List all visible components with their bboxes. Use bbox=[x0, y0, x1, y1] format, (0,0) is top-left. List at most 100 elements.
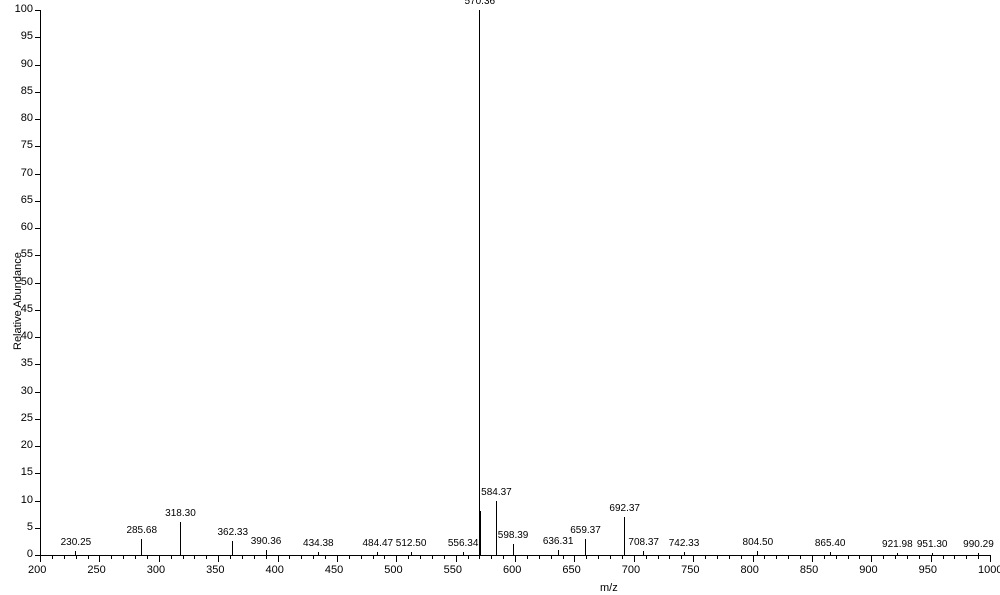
y-tick bbox=[35, 446, 40, 447]
mass-spectrum-chart: Relative Abundance m/z 05101520253035404… bbox=[0, 0, 1000, 595]
x-tick-major bbox=[871, 555, 872, 562]
plot-area bbox=[40, 10, 990, 555]
spectrum-peak bbox=[897, 553, 898, 555]
x-tick-minor bbox=[646, 555, 647, 559]
x-tick-minor bbox=[824, 555, 825, 559]
x-tick-minor bbox=[919, 555, 920, 559]
x-tick-label: 450 bbox=[325, 564, 343, 576]
y-tick bbox=[35, 392, 40, 393]
y-tick-label: 40 bbox=[21, 330, 33, 342]
peak-label: 512.50 bbox=[396, 538, 427, 549]
spectrum-peak bbox=[411, 552, 412, 555]
x-tick-label: 600 bbox=[503, 564, 521, 576]
peak-label: 951.30 bbox=[917, 539, 948, 550]
y-tick-label: 70 bbox=[21, 167, 33, 179]
x-tick-major bbox=[574, 555, 575, 562]
y-tick bbox=[35, 37, 40, 38]
peak-label: 434.38 bbox=[303, 538, 334, 549]
peak-label: 584.37 bbox=[481, 487, 512, 498]
peak-label: 390.36 bbox=[251, 536, 282, 547]
spectrum-peak bbox=[684, 552, 685, 555]
peak-label: 285.68 bbox=[126, 525, 157, 536]
x-tick-minor bbox=[598, 555, 599, 559]
peak-label: 708.37 bbox=[628, 537, 659, 548]
x-tick-minor bbox=[64, 555, 65, 559]
x-tick-label: 750 bbox=[681, 564, 699, 576]
x-tick-minor bbox=[563, 555, 564, 559]
x-tick-major bbox=[278, 555, 279, 562]
x-tick-minor bbox=[206, 555, 207, 559]
x-tick-minor bbox=[729, 555, 730, 559]
spectrum-peak bbox=[480, 511, 481, 555]
x-tick-major bbox=[40, 555, 41, 562]
x-tick-minor bbox=[242, 555, 243, 559]
x-tick-minor bbox=[705, 555, 706, 559]
x-tick-minor bbox=[123, 555, 124, 559]
x-tick-major bbox=[515, 555, 516, 562]
x-tick-major bbox=[812, 555, 813, 562]
x-tick-label: 250 bbox=[87, 564, 105, 576]
x-tick-minor bbox=[907, 555, 908, 559]
x-tick-minor bbox=[551, 555, 552, 559]
y-tick-label: 80 bbox=[21, 112, 33, 124]
x-tick-minor bbox=[954, 555, 955, 559]
x-tick-minor bbox=[183, 555, 184, 559]
x-tick-label: 350 bbox=[206, 564, 224, 576]
y-tick-label: 5 bbox=[27, 521, 33, 533]
x-tick-minor bbox=[361, 555, 362, 559]
x-tick-minor bbox=[254, 555, 255, 559]
x-tick-minor bbox=[859, 555, 860, 559]
y-tick-label: 75 bbox=[21, 139, 33, 151]
peak-label: 598.39 bbox=[498, 530, 529, 541]
spectrum-peak bbox=[585, 539, 586, 555]
x-tick-label: 950 bbox=[919, 564, 937, 576]
spectrum-peak bbox=[318, 552, 319, 555]
peak-label: 990.29 bbox=[963, 539, 994, 550]
x-tick-major bbox=[634, 555, 635, 562]
x-tick-minor bbox=[289, 555, 290, 559]
x-tick-minor bbox=[610, 555, 611, 559]
x-tick-label: 500 bbox=[384, 564, 402, 576]
x-tick-minor bbox=[444, 555, 445, 559]
x-tick-minor bbox=[479, 555, 480, 559]
spectrum-peak bbox=[377, 552, 378, 555]
x-tick-minor bbox=[171, 555, 172, 559]
y-tick bbox=[35, 174, 40, 175]
y-tick-label: 10 bbox=[21, 494, 33, 506]
spectrum-peak bbox=[643, 551, 644, 555]
spectrum-peak bbox=[513, 544, 514, 555]
x-tick-minor bbox=[741, 555, 742, 559]
x-tick-minor bbox=[147, 555, 148, 559]
x-tick-minor bbox=[966, 555, 967, 559]
x-tick-minor bbox=[135, 555, 136, 559]
x-tick-major bbox=[753, 555, 754, 562]
x-tick-minor bbox=[978, 555, 979, 559]
y-tick bbox=[35, 473, 40, 474]
peak-label: 230.25 bbox=[61, 537, 92, 548]
x-tick-minor bbox=[943, 555, 944, 559]
y-tick-label: 20 bbox=[21, 439, 33, 451]
x-tick-label: 650 bbox=[562, 564, 580, 576]
spectrum-peak bbox=[232, 541, 233, 555]
spectrum-peak bbox=[463, 552, 464, 555]
x-tick-minor bbox=[52, 555, 53, 559]
y-tick-label: 60 bbox=[21, 221, 33, 233]
peak-label: 362.33 bbox=[217, 527, 248, 538]
spectrum-peak bbox=[978, 553, 979, 555]
x-tick-minor bbox=[432, 555, 433, 559]
x-tick-label: 850 bbox=[800, 564, 818, 576]
x-tick-label: 700 bbox=[622, 564, 640, 576]
x-tick-minor bbox=[669, 555, 670, 559]
peak-label: 484.47 bbox=[363, 538, 394, 549]
peak-label: 865.40 bbox=[815, 538, 846, 549]
x-tick-minor bbox=[586, 555, 587, 559]
x-tick-minor bbox=[420, 555, 421, 559]
y-tick-label: 15 bbox=[21, 466, 33, 478]
x-tick-minor bbox=[539, 555, 540, 559]
y-tick-label: 45 bbox=[21, 303, 33, 315]
peak-label: 556.34 bbox=[448, 538, 479, 549]
y-tick bbox=[35, 92, 40, 93]
y-tick bbox=[35, 501, 40, 502]
y-tick bbox=[35, 10, 40, 11]
y-tick bbox=[35, 310, 40, 311]
